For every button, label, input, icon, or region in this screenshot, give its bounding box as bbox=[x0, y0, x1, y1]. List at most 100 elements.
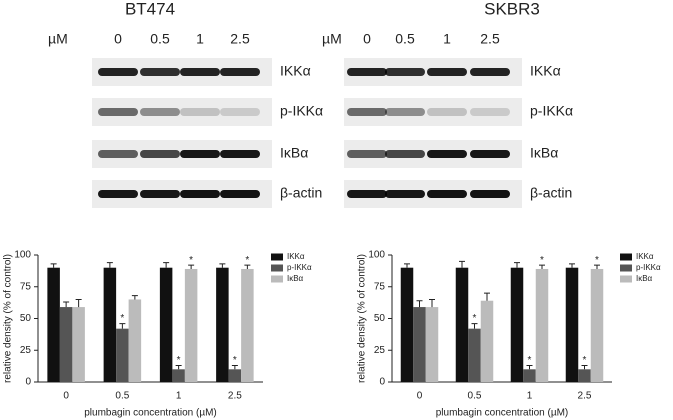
x-tick-label: 0.5 bbox=[115, 391, 129, 402]
significance-marker: * bbox=[528, 355, 532, 366]
blot-title: BT474 bbox=[125, 0, 175, 18]
blot-band bbox=[180, 150, 220, 158]
error-bar bbox=[471, 323, 478, 329]
blot-band bbox=[347, 68, 387, 76]
blot-band bbox=[385, 68, 425, 76]
error-bar bbox=[63, 301, 70, 308]
blot-band bbox=[98, 68, 138, 76]
blot-band bbox=[220, 150, 260, 158]
bar bbox=[216, 267, 229, 382]
lane-label: 0 bbox=[363, 31, 371, 47]
error-bar bbox=[404, 263, 410, 268]
significance-marker: * bbox=[233, 355, 237, 366]
y-tick-label: 75 bbox=[20, 281, 32, 292]
bar bbox=[72, 307, 85, 382]
bar bbox=[413, 307, 426, 382]
legend-label: p-IKKα bbox=[636, 263, 661, 272]
blot-band bbox=[470, 68, 510, 76]
error-bar bbox=[175, 364, 182, 370]
lane-label: 1 bbox=[443, 31, 451, 47]
legend-label: IκBα bbox=[636, 274, 653, 283]
blot-band bbox=[470, 190, 510, 198]
error-bar bbox=[416, 300, 423, 308]
error-bar bbox=[581, 364, 588, 370]
error-bar bbox=[244, 264, 251, 269]
error-bar bbox=[514, 262, 520, 268]
blot-band bbox=[140, 190, 180, 198]
bar bbox=[480, 300, 494, 382]
significance-marker: * bbox=[583, 355, 587, 366]
lane-label: 0 bbox=[114, 31, 122, 47]
bar bbox=[128, 299, 142, 382]
y-tick-label: 100 bbox=[14, 250, 31, 261]
x-tick-label: 1 bbox=[176, 391, 182, 402]
x-tick-label: 0 bbox=[417, 391, 423, 402]
legend-swatch bbox=[620, 253, 632, 261]
bar bbox=[184, 268, 198, 382]
significance-marker: * bbox=[120, 313, 124, 324]
error-bar bbox=[484, 292, 490, 301]
blot-band bbox=[98, 190, 138, 198]
bar bbox=[172, 369, 185, 382]
blot-band bbox=[140, 68, 180, 76]
bar bbox=[535, 268, 549, 382]
error-bar bbox=[539, 264, 545, 269]
bar bbox=[590, 268, 604, 382]
x-tick-label: 2.5 bbox=[578, 391, 592, 402]
bar bbox=[116, 328, 129, 382]
significance-marker: * bbox=[245, 255, 249, 266]
error-bar bbox=[188, 264, 195, 269]
error-bar bbox=[569, 263, 575, 268]
blot-band bbox=[347, 190, 387, 198]
bar bbox=[468, 328, 481, 382]
legend-swatch bbox=[271, 275, 283, 283]
bar bbox=[241, 268, 254, 382]
blot-band bbox=[220, 108, 260, 116]
error-bar bbox=[106, 262, 113, 268]
blot-band bbox=[427, 150, 467, 158]
blot-band bbox=[220, 68, 260, 76]
error-bar bbox=[119, 323, 126, 329]
blot-band bbox=[98, 108, 138, 116]
significance-marker: * bbox=[595, 255, 599, 266]
protein-label: p-IKKα bbox=[530, 103, 573, 119]
protein-label: IκBα bbox=[280, 145, 308, 161]
blot-band bbox=[220, 190, 260, 198]
protein-label: p-IKKα bbox=[280, 103, 323, 119]
blot-band bbox=[180, 190, 220, 198]
blot-band bbox=[385, 108, 425, 116]
lane-label: 2.5 bbox=[230, 31, 250, 47]
x-tick-label: 0 bbox=[63, 391, 69, 402]
y-tick-label: 0 bbox=[25, 377, 31, 388]
legend-swatch bbox=[620, 275, 632, 283]
error-bar bbox=[429, 298, 435, 308]
lane-label: 1 bbox=[196, 31, 204, 47]
y-tick-label: 50 bbox=[20, 313, 32, 324]
blot-band bbox=[140, 108, 180, 116]
lane-label: 2.5 bbox=[480, 31, 500, 47]
bar bbox=[47, 267, 60, 382]
blot-title: SKBR3 bbox=[484, 0, 540, 18]
error-bar bbox=[131, 295, 138, 300]
error-bar bbox=[219, 263, 226, 268]
x-tick-label: 0.5 bbox=[468, 391, 482, 402]
lane-label: 0.5 bbox=[150, 31, 170, 47]
protein-label: IKKα bbox=[280, 63, 311, 79]
bar bbox=[523, 369, 536, 382]
legend-label: IκBα bbox=[287, 274, 304, 283]
blot-band bbox=[347, 150, 387, 158]
blot-band bbox=[180, 68, 220, 76]
bar bbox=[103, 267, 117, 382]
error-bar bbox=[459, 260, 465, 268]
y-tick-label: 25 bbox=[20, 345, 32, 356]
blot-unit: µM bbox=[322, 31, 342, 47]
blot-band bbox=[98, 150, 138, 158]
blot-band bbox=[140, 150, 180, 158]
bar bbox=[455, 267, 469, 382]
bar bbox=[228, 369, 242, 382]
error-bar bbox=[231, 364, 238, 370]
significance-marker: * bbox=[177, 355, 181, 366]
legend-swatch bbox=[271, 253, 283, 261]
y-tick-label: 100 bbox=[368, 250, 385, 261]
